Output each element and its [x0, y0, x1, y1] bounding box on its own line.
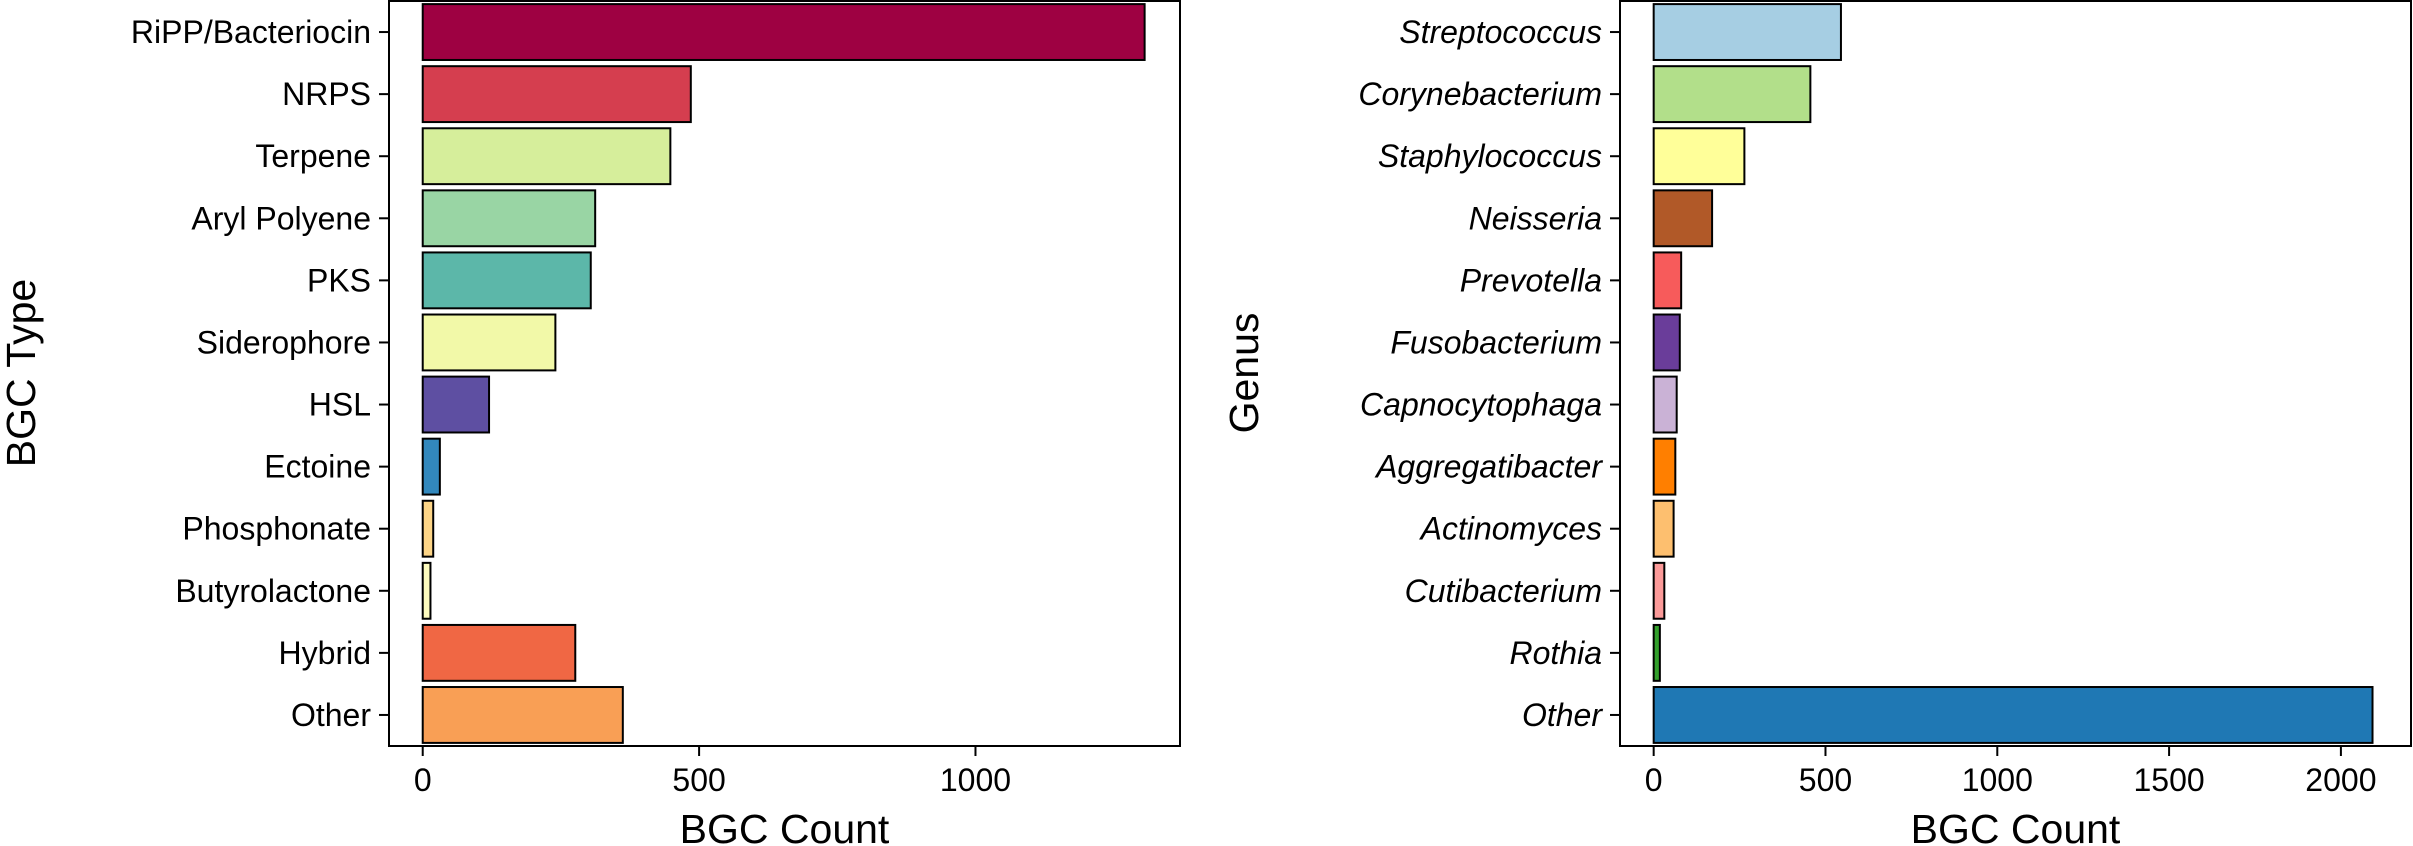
axes-frame	[388, 0, 1181, 747]
y-tick-label: Other	[1522, 697, 1603, 733]
y-tick-label: Actinomyces	[1419, 511, 1602, 547]
y-tick-label: Corynebacterium	[1358, 76, 1602, 112]
x-tick-label: 1500	[2134, 762, 2205, 798]
axes-frame	[1619, 0, 2412, 747]
bar	[1652, 623, 1661, 682]
y-tick-label: Prevotella	[1460, 262, 1602, 298]
bar	[1652, 3, 1842, 61]
bar	[421, 251, 592, 310]
bar	[421, 127, 672, 186]
x-tick-label: 500	[672, 762, 725, 798]
y-tick-label: RiPP/Bacteriocin	[131, 14, 371, 50]
y-tick-label: Fusobacterium	[1390, 324, 1602, 360]
x-tick-label: 500	[1799, 762, 1852, 798]
y-tick-label: Terpene	[255, 138, 371, 174]
x-axis-label: BGC Count	[680, 806, 890, 846]
bar	[421, 65, 692, 124]
y-tick-label: Ectoine	[264, 449, 371, 485]
y-tick-label: Capnocytophaga	[1360, 387, 1602, 423]
y-tick-label: Hybrid	[279, 635, 371, 671]
x-tick-label: 1000	[940, 762, 1011, 798]
x-axis-label: BGC Count	[1911, 806, 2121, 846]
bar	[1652, 375, 1678, 434]
bar	[421, 623, 577, 682]
bar	[1652, 561, 1666, 620]
y-tick-label: Aggregatibacter	[1374, 449, 1603, 485]
bar	[421, 3, 1146, 61]
bar	[1652, 686, 2374, 744]
y-tick-label: Neisseria	[1469, 200, 1602, 236]
bar	[421, 686, 624, 744]
bar	[1652, 251, 1683, 310]
y-tick-label: HSL	[309, 387, 371, 423]
bar	[421, 437, 441, 496]
bar	[1652, 127, 1746, 186]
y-tick-label: PKS	[307, 262, 371, 298]
x-tick-label: 2000	[2305, 762, 2376, 798]
y-tick-label: Other	[291, 697, 371, 733]
bar	[1652, 65, 1812, 124]
y-tick-label: Siderophore	[197, 324, 371, 360]
bar	[421, 375, 491, 434]
bar	[421, 189, 597, 248]
y-tick-label: Staphylococcus	[1378, 138, 1602, 174]
y-tick-label: Cutibacterium	[1405, 573, 1602, 609]
y-tick-label: NRPS	[282, 76, 371, 112]
y-axis-label: BGC Type	[0, 279, 44, 467]
bar	[421, 499, 435, 558]
y-axis-label: Genus	[1221, 313, 1267, 434]
bar	[421, 313, 557, 372]
y-tick-label: Streptococcus	[1399, 14, 1602, 50]
x-tick-label: 1000	[1962, 762, 2033, 798]
bar	[1652, 189, 1714, 248]
y-tick-label: Phosphonate	[182, 511, 371, 547]
y-tick-label: Rothia	[1510, 635, 1603, 671]
bar	[1652, 499, 1675, 558]
bar	[1652, 313, 1681, 372]
y-tick-label: Butyrolactone	[175, 573, 371, 609]
bar	[421, 561, 432, 620]
bar	[1652, 437, 1677, 496]
y-tick-label: Aryl Polyene	[191, 200, 371, 236]
x-tick-label: 0	[1645, 762, 1663, 798]
x-tick-label: 0	[414, 762, 432, 798]
